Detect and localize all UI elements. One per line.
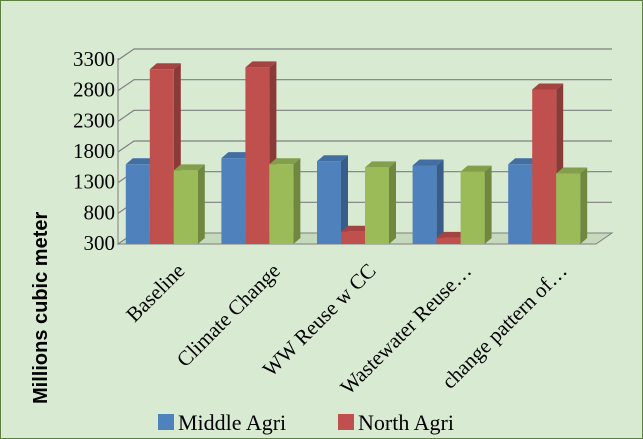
bar-top [341, 225, 372, 232]
y-tick-label: 3300 [73, 47, 115, 71]
bar-top [436, 231, 468, 238]
bar-front [412, 165, 437, 244]
bar-middle-agri [317, 155, 348, 244]
bar-front [341, 231, 365, 244]
bar-top [508, 158, 540, 165]
bar-top [125, 158, 157, 165]
bar-top [221, 152, 253, 159]
y-tick-label: 1300 [73, 170, 115, 194]
bar-side [341, 155, 348, 244]
bars [125, 61, 588, 245]
legend-label: Middle Agri [178, 410, 286, 435]
gridlines [117, 48, 612, 214]
bar-top [460, 165, 492, 172]
bar-side [436, 159, 444, 244]
bar-front [365, 167, 389, 244]
bar-front [149, 69, 174, 244]
bar-top [269, 158, 301, 165]
bar-middle-agri [412, 159, 444, 244]
gridline [117, 140, 612, 153]
bar-top [245, 61, 277, 68]
bar-series-3 [365, 161, 396, 244]
bar-front [436, 237, 461, 244]
bar-top [149, 63, 181, 70]
gridline [117, 48, 612, 61]
y-tick-label: 800 [84, 200, 116, 224]
bar-north-agri [532, 83, 564, 244]
bar-front [125, 164, 150, 244]
legend-swatch [338, 414, 354, 430]
bar-front [460, 171, 485, 244]
legend: Middle Agri North Agri [158, 410, 454, 435]
legend-label: North Agri [358, 410, 454, 435]
bar-top [365, 161, 396, 168]
bar-top [532, 83, 564, 90]
bar-front [532, 89, 557, 244]
bar-side [580, 167, 588, 244]
bar-top [173, 164, 205, 171]
bar-series-3 [269, 158, 301, 244]
y-axis-label: Millions cubic meter [30, 212, 52, 404]
bar-top [556, 167, 588, 174]
y-tick-label: 2800 [73, 78, 115, 102]
bar-series-3 [173, 164, 205, 244]
bar-front [317, 161, 341, 244]
bar-top [412, 159, 444, 166]
bar-front [508, 164, 533, 244]
bar-front [556, 173, 581, 244]
bar-side [197, 164, 205, 244]
gridline [117, 109, 612, 122]
bar-front [269, 164, 294, 244]
legend-swatch [158, 414, 174, 430]
y-tick-label: 1800 [73, 139, 115, 163]
bar-front [221, 158, 246, 244]
bar-series-3 [460, 165, 492, 244]
x-category-label: Baseline [121, 259, 189, 327]
bar-north-agri [245, 61, 277, 244]
y-axis-ticks: 300 800 1300 1800 2300 2800 3300 [73, 47, 115, 255]
bar-series-3 [556, 167, 588, 244]
bar-side [484, 165, 492, 244]
bar-top [317, 155, 348, 162]
y-tick-label: 300 [84, 231, 116, 255]
bar-side [389, 161, 396, 244]
bar-front [173, 170, 198, 244]
y-tick-label: 2300 [73, 108, 115, 132]
gridline [117, 79, 612, 92]
bar-front [245, 67, 270, 244]
bar-side [293, 158, 301, 244]
